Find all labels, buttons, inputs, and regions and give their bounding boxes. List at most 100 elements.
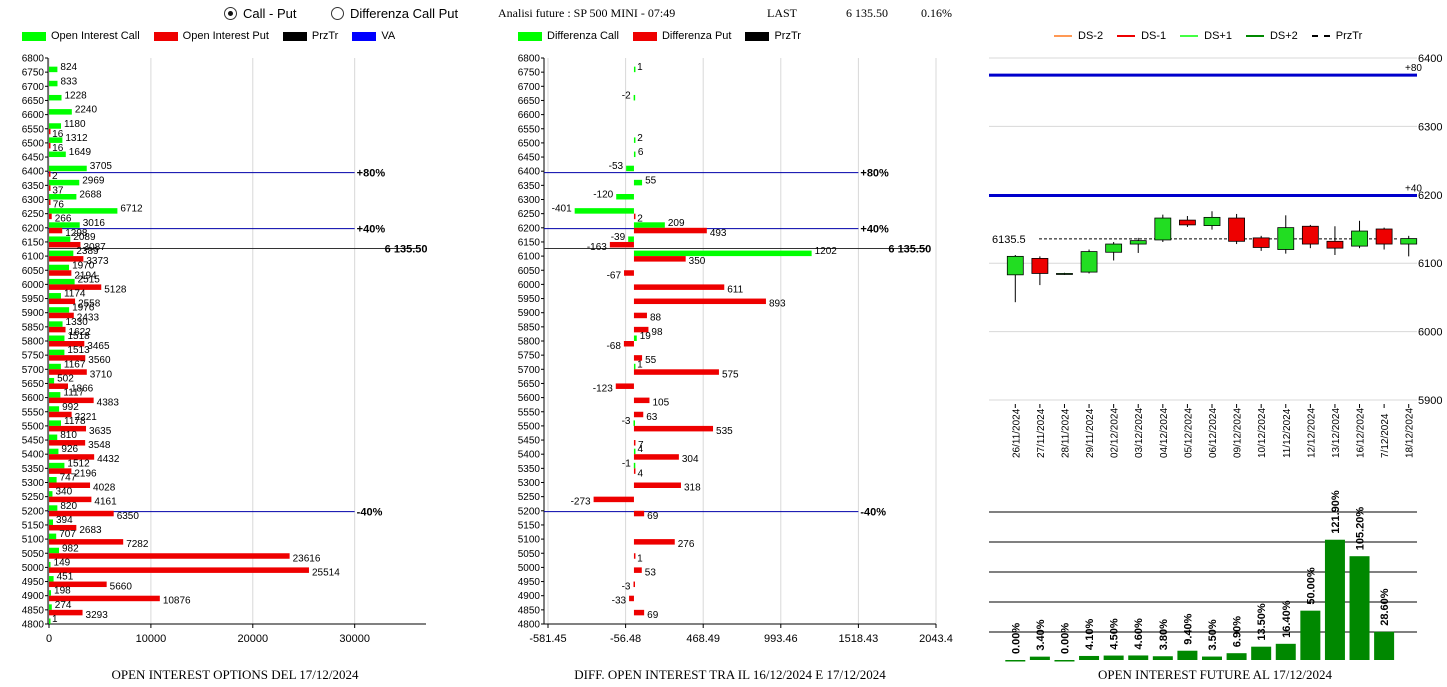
future-value-label: 3.40%	[1035, 619, 1047, 650]
future-value-label: 0.00%	[1059, 623, 1071, 654]
put-value-label: 16	[52, 143, 64, 154]
put-value-label: 3710	[90, 369, 113, 380]
put-bar	[49, 284, 102, 290]
call-bar	[574, 208, 634, 214]
call-value-label: 747	[60, 473, 77, 484]
diff-call-put-radio[interactable]: Differenza Call Put	[331, 6, 458, 21]
future-bar	[1005, 660, 1026, 662]
put-value-label: -123	[593, 383, 613, 394]
legend-label: PrzTr	[774, 30, 801, 42]
candle-body	[1351, 230, 1368, 247]
put-value-label: 2	[52, 171, 58, 182]
przt-label: 6135.5	[992, 234, 1026, 246]
strike-label: 6150	[518, 237, 541, 248]
strike-label: 5550	[518, 407, 541, 418]
put-bar	[623, 341, 634, 347]
candle-body	[1154, 217, 1172, 241]
put-value-label: 2221	[75, 412, 98, 423]
put-bar	[633, 256, 686, 262]
call-bar	[626, 165, 634, 172]
put-value-label: -67	[607, 270, 622, 281]
date-label: 09/12/2024	[1233, 408, 1244, 458]
call-bar	[49, 576, 54, 582]
call-value-label: 1228	[65, 90, 88, 101]
legend-item: PrzTr	[745, 30, 801, 42]
call-value-label: 1649	[69, 147, 92, 158]
call-value-label: 1180	[64, 119, 86, 130]
x-tick-label: 1518.43	[839, 633, 879, 645]
put-bar	[593, 496, 634, 503]
legend-label: Differenza Call	[547, 30, 619, 42]
call-bar	[633, 250, 812, 257]
put-bar	[629, 595, 634, 602]
call-bar	[633, 448, 636, 455]
reference-label: -40%	[357, 507, 383, 519]
put-value-label: 535	[716, 426, 733, 437]
call-value-label: 810	[60, 430, 77, 441]
strike-label: 4950	[22, 577, 45, 588]
future-bar	[1226, 653, 1247, 660]
put-value-label: 493	[710, 228, 727, 239]
reference-label: +40%	[357, 224, 386, 236]
strike-label: 6600	[518, 110, 541, 121]
put-bar	[633, 298, 766, 305]
date-label: 06/12/2024	[1208, 408, 1219, 458]
future-value-label: 28.60%	[1379, 588, 1391, 626]
put-bar	[49, 539, 124, 545]
call-bar	[633, 222, 665, 228]
x-tick-label: 20000	[237, 633, 268, 645]
put-bar	[633, 581, 636, 588]
put-bar	[49, 341, 85, 347]
level-label: +80	[1405, 63, 1422, 74]
call-bar	[49, 363, 61, 370]
call-bar	[49, 236, 71, 242]
put-value-label: 3087	[83, 242, 106, 253]
reference-label: -40%	[860, 507, 886, 519]
put-value-label: 69	[647, 610, 659, 621]
call-bar	[49, 80, 58, 87]
future-bar	[1128, 655, 1149, 660]
strike-label: 6200	[518, 223, 541, 234]
put-value-label: -3	[622, 582, 631, 593]
strike-label: 6400	[518, 167, 541, 178]
strike-label: 4950	[518, 577, 541, 588]
call-bar	[49, 477, 57, 483]
date-label: 02/12/2024	[1110, 408, 1121, 458]
strike-label: 5750	[518, 351, 541, 362]
call-bar	[49, 590, 52, 596]
call-value-label: 55	[645, 175, 657, 186]
strike-label: 5050	[518, 549, 541, 560]
strike-label: 5200	[518, 506, 541, 517]
call-put-radio[interactable]: Call - Put	[224, 6, 296, 21]
call-value-label: 820	[60, 501, 77, 512]
put-bar	[633, 355, 643, 361]
put-bar	[49, 524, 77, 531]
call-bar	[49, 349, 65, 356]
future-value-label: 3.50%	[1207, 619, 1219, 650]
put-value-label: 16	[52, 129, 64, 140]
call-value-label: 394	[56, 515, 73, 526]
strike-label: 5200	[22, 506, 45, 517]
date-label: 28/11/2024	[1060, 408, 1071, 458]
strike-label: 5000	[518, 563, 541, 574]
reference-label: +80%	[860, 168, 889, 180]
legend-item: PrzTr	[1311, 30, 1362, 42]
call-bar	[49, 278, 75, 285]
call-value-label: -39	[611, 232, 626, 243]
put-value-label: 575	[722, 369, 739, 380]
strike-label: 5000	[22, 563, 45, 574]
put-bar	[49, 298, 76, 305]
call-bar	[49, 123, 62, 129]
put-value-label: 25514	[312, 567, 340, 578]
last-label: LAST	[767, 6, 797, 20]
strike-label: 4800	[518, 620, 541, 631]
put-value-label: 98	[651, 327, 663, 338]
strike-label: 6800	[518, 54, 541, 65]
future-value-label: 6.90%	[1232, 616, 1244, 647]
legend-item: PrzTr	[282, 30, 338, 42]
call-value-label: 707	[59, 529, 76, 540]
call-value-label: 833	[60, 76, 77, 87]
put-value-label: 55	[645, 355, 657, 366]
put-value-label: 1622	[69, 327, 92, 338]
put-bar	[633, 326, 649, 333]
